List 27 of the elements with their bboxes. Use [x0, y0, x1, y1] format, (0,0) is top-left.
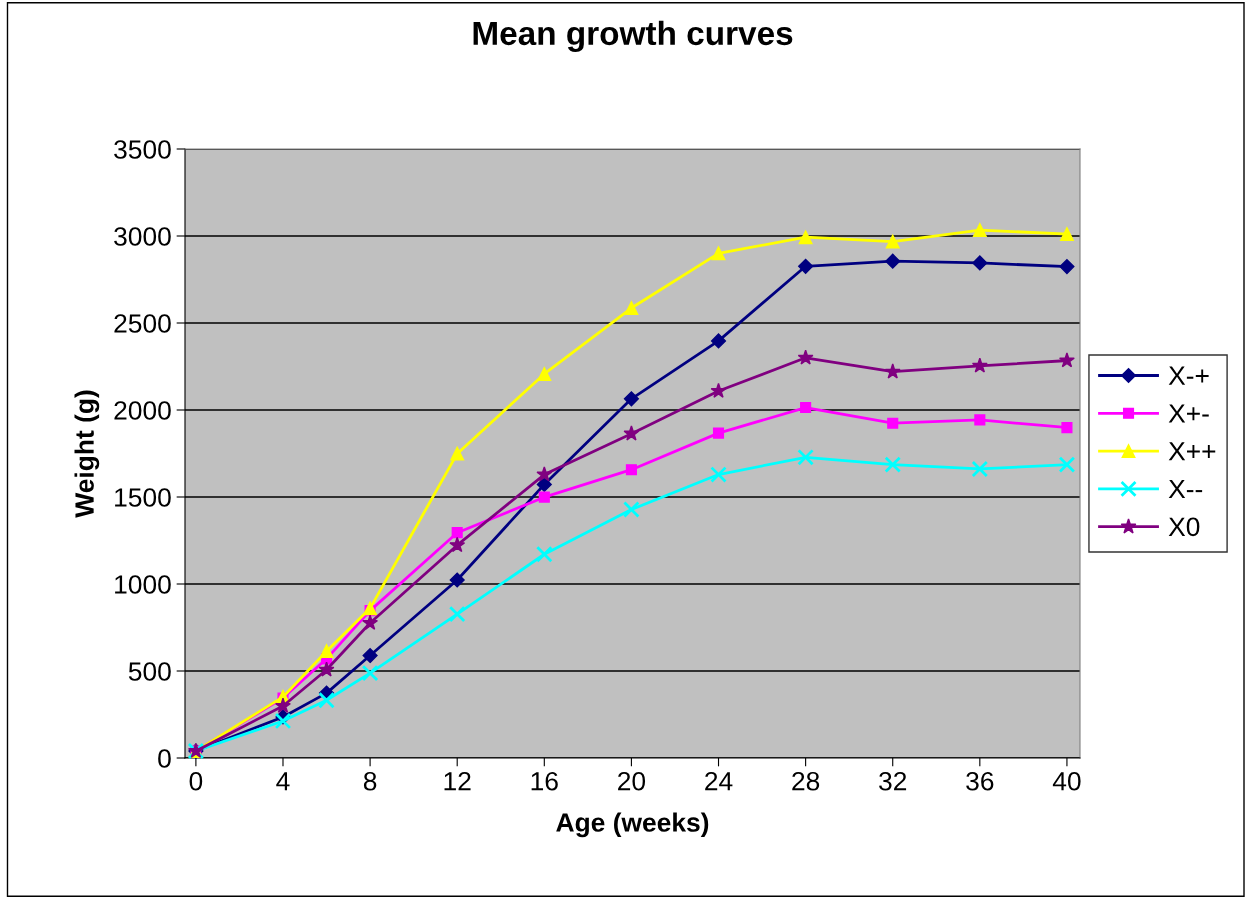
y-tick-label: 3000	[114, 227, 171, 246]
y-tick-label: 500	[128, 662, 171, 681]
legend-label: X++	[1168, 442, 1216, 461]
x-axis-title: Age (weeks)	[556, 812, 709, 838]
y-tick-label: 0	[158, 749, 171, 768]
y-tick-label: 3500	[114, 140, 171, 159]
legend-label: X--	[1168, 479, 1203, 499]
y-tick-label: 1500	[115, 488, 171, 507]
x-tick-label: 4	[276, 772, 290, 791]
x-tick-label: 20	[618, 771, 646, 791]
legend-label: X0	[1168, 517, 1200, 537]
x-tick-label: 24	[705, 771, 733, 791]
x-tick-label: 32	[879, 771, 907, 791]
y-tick-label: 1000	[115, 575, 171, 594]
y-axis-title: Weight (g)	[74, 390, 100, 518]
x-tick-label: 28	[792, 771, 820, 791]
chart-title: Mean growth curves	[473, 20, 793, 52]
y-tick-label: 2500	[114, 314, 171, 333]
x-tick-label: 16	[531, 771, 558, 791]
x-tick-label: 12	[444, 771, 471, 791]
x-tick-label: 36	[966, 771, 994, 791]
legend-label: X-+	[1168, 366, 1209, 385]
x-tick-label: 40	[1052, 771, 1081, 791]
y-tick-label: 2000	[114, 401, 171, 420]
x-tick-label: 8	[363, 771, 377, 791]
legend-label: X+-	[1168, 404, 1209, 423]
x-tick-label: 0	[189, 771, 203, 791]
